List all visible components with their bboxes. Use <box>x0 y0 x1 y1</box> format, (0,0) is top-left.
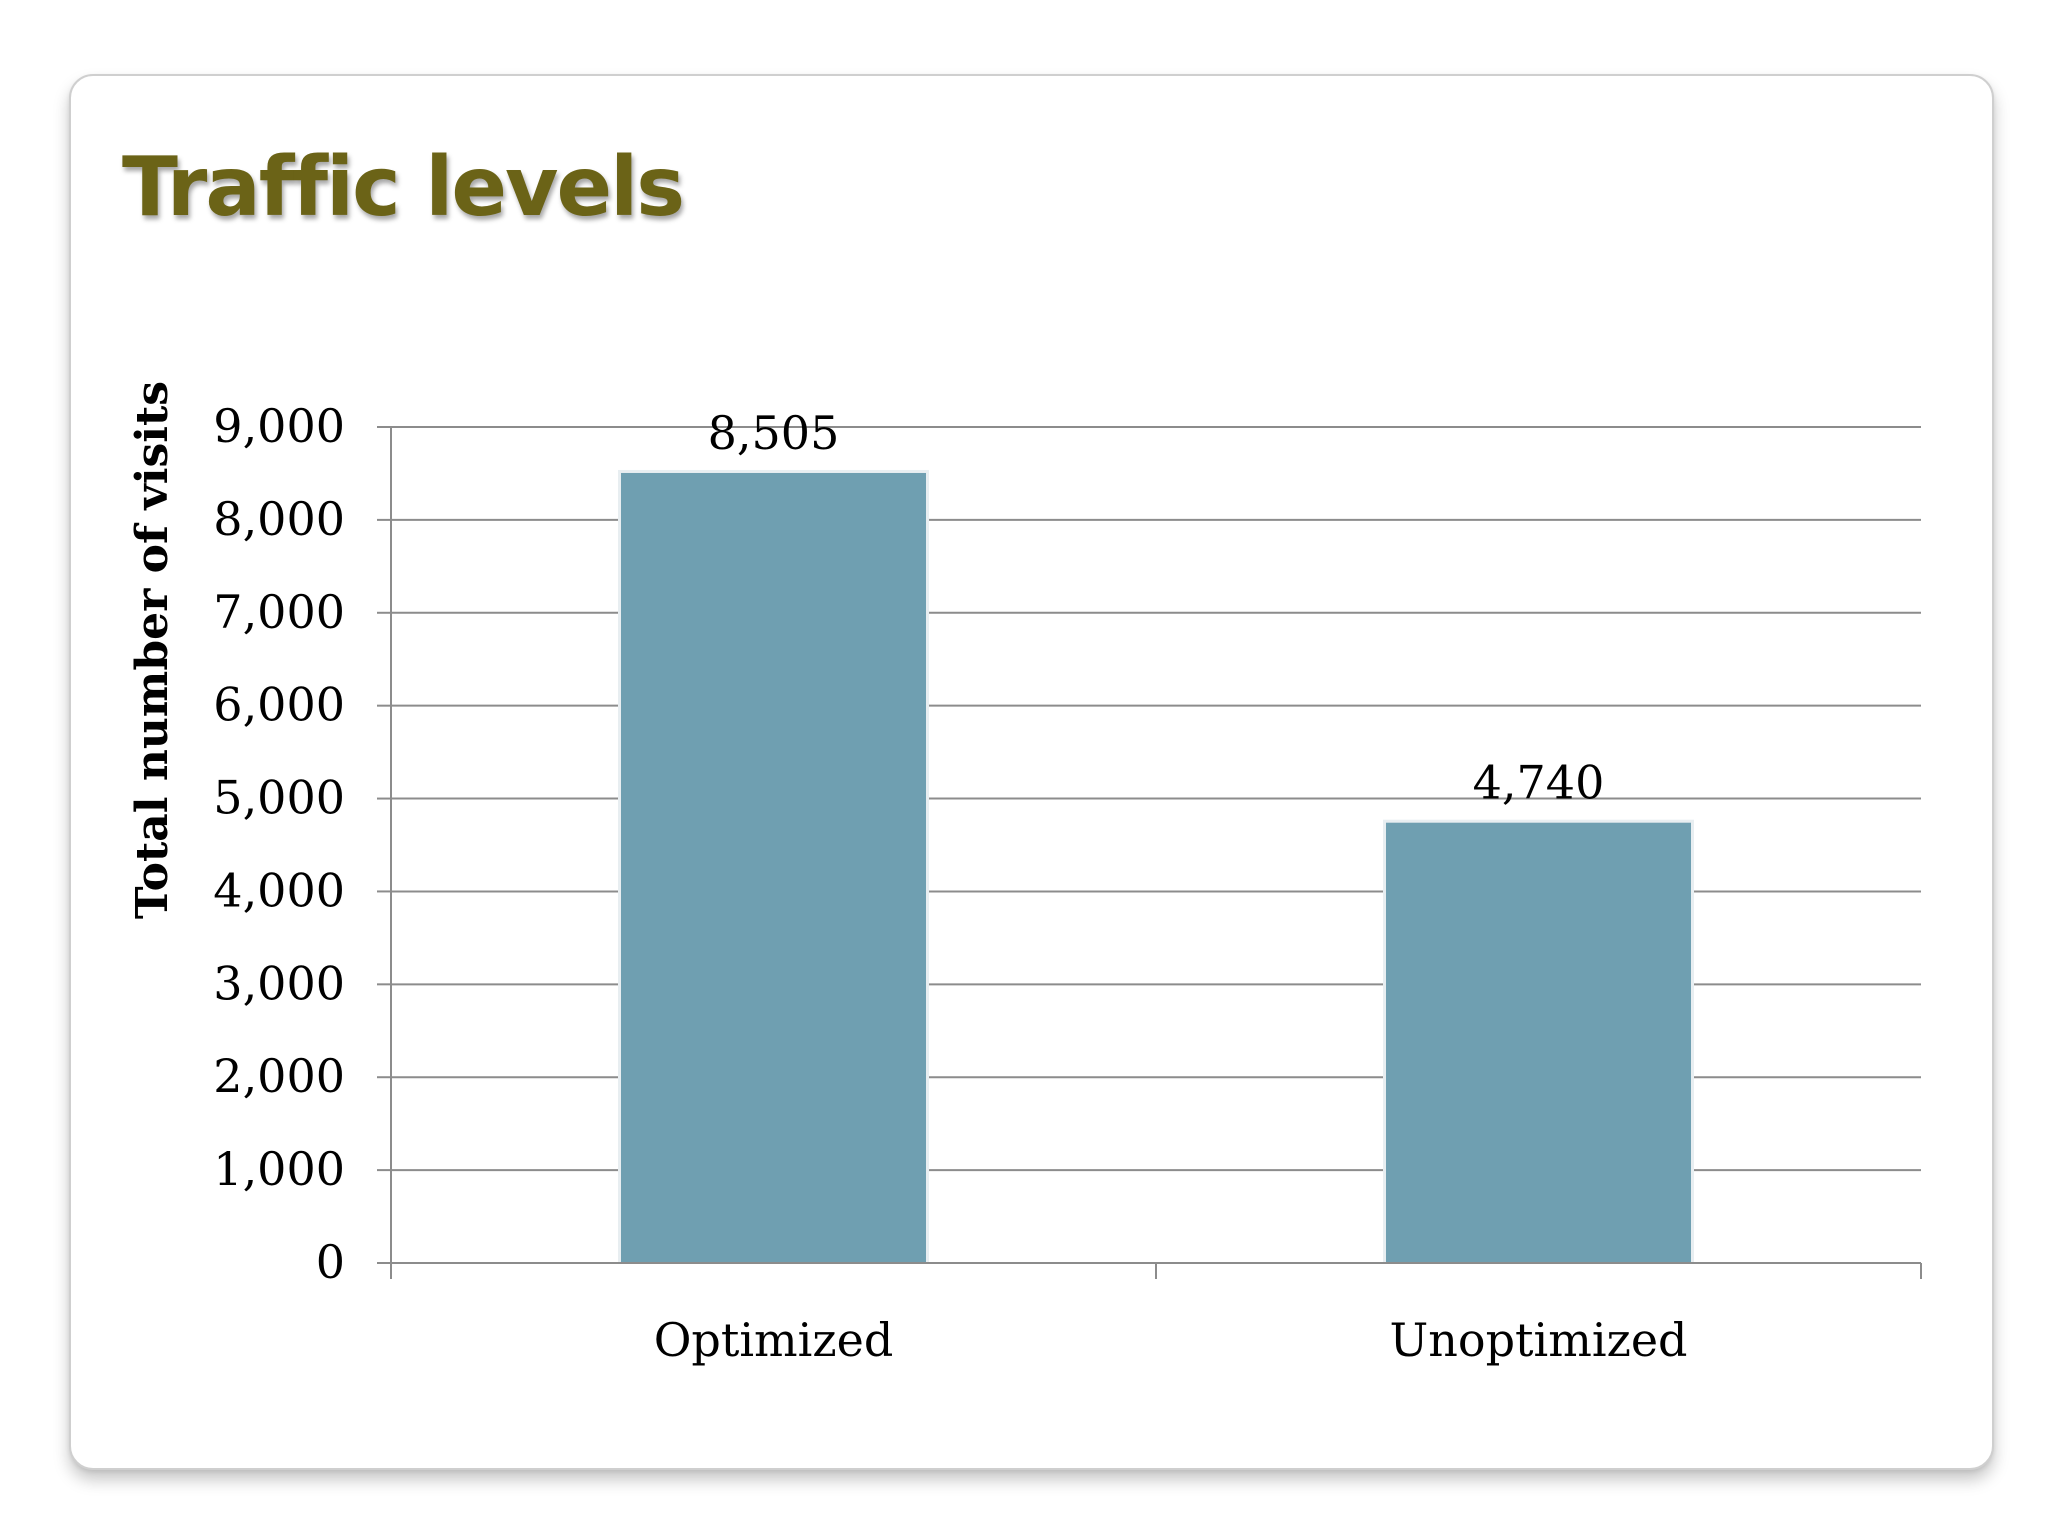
x-category-label: Unoptimized <box>1390 1313 1688 1367</box>
data-label: 8,505 <box>708 406 840 460</box>
y-tick-label: 9,000 <box>213 399 345 453</box>
y-tick-label: 0 <box>316 1235 345 1289</box>
axes <box>377 426 1922 1279</box>
y-tick-label: 4,000 <box>213 863 345 917</box>
y-tick-label: 5,000 <box>213 771 345 825</box>
data-label: 4,740 <box>1473 756 1605 810</box>
y-tick-label: 1,000 <box>213 1142 345 1196</box>
slide-title: Traffic levels <box>122 140 685 235</box>
bar <box>621 472 926 1264</box>
y-axis-title: Total number of visits <box>127 381 178 919</box>
y-tick-label: 2,000 <box>213 1049 345 1103</box>
y-tick-label: 7,000 <box>213 585 345 639</box>
bars <box>618 469 1694 1264</box>
bar <box>1386 822 1691 1263</box>
y-tick-label: 8,000 <box>213 492 345 546</box>
x-category-label: Optimized <box>654 1313 894 1367</box>
y-tick-label: 6,000 <box>213 678 345 732</box>
y-tick-label: 3,000 <box>213 956 345 1010</box>
labels: 0 1,000 2,000 3,000 4,000 5,000 6,000 7,000 8,00… <box>127 381 1687 1367</box>
